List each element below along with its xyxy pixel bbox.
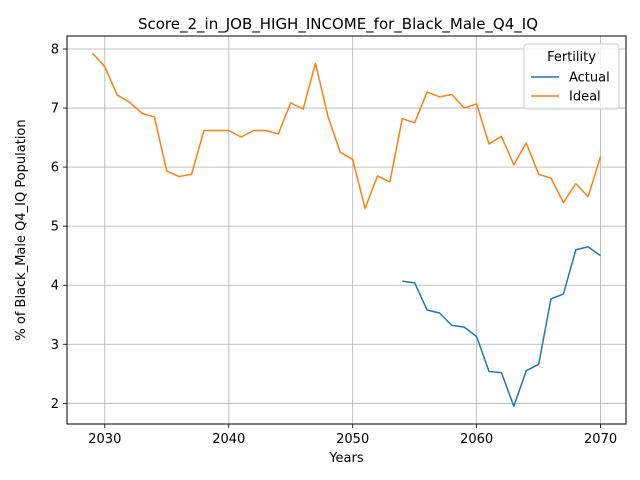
y-axis-label: % of Black_Male Q4_IQ Population xyxy=(14,119,29,340)
x-tick-label: 2030 xyxy=(88,432,121,447)
chart-title: Score_2_in_JOB_HIGH_INCOME_for_Black_Mal… xyxy=(138,15,538,34)
y-tick-label: 6 xyxy=(51,161,59,176)
legend-title: Fertility xyxy=(547,50,596,65)
y-tick-label: 7 xyxy=(51,102,59,117)
plot-frame xyxy=(66,35,627,425)
legend-entry-ideal: Ideal xyxy=(569,90,601,105)
legend-box xyxy=(523,43,620,110)
x-tick-label: 2060 xyxy=(460,432,493,447)
x-tick-label: 2070 xyxy=(584,432,617,447)
y-tick-label: 3 xyxy=(51,338,59,353)
x-tick-label: 2040 xyxy=(212,432,245,447)
y-tick-label: 5 xyxy=(51,220,59,235)
y-tick-label: 2 xyxy=(51,397,59,412)
series-layer xyxy=(91,52,602,408)
x-axis-label: Years xyxy=(328,451,364,466)
y-tick-label: 4 xyxy=(51,279,59,294)
series-line-ideal xyxy=(91,52,602,210)
grid xyxy=(67,36,626,424)
y-axis-ticks: 2 3 4 5 6 7 8 xyxy=(51,42,67,412)
x-tick-label: 2050 xyxy=(336,432,369,447)
legend: Fertility Actual Ideal xyxy=(523,43,620,110)
legend-entry-actual: Actual xyxy=(569,71,610,86)
x-axis-ticks: 2030 2040 2050 2060 2070 xyxy=(88,424,617,447)
series-line-actual xyxy=(402,246,602,408)
y-tick-label: 8 xyxy=(51,42,59,57)
